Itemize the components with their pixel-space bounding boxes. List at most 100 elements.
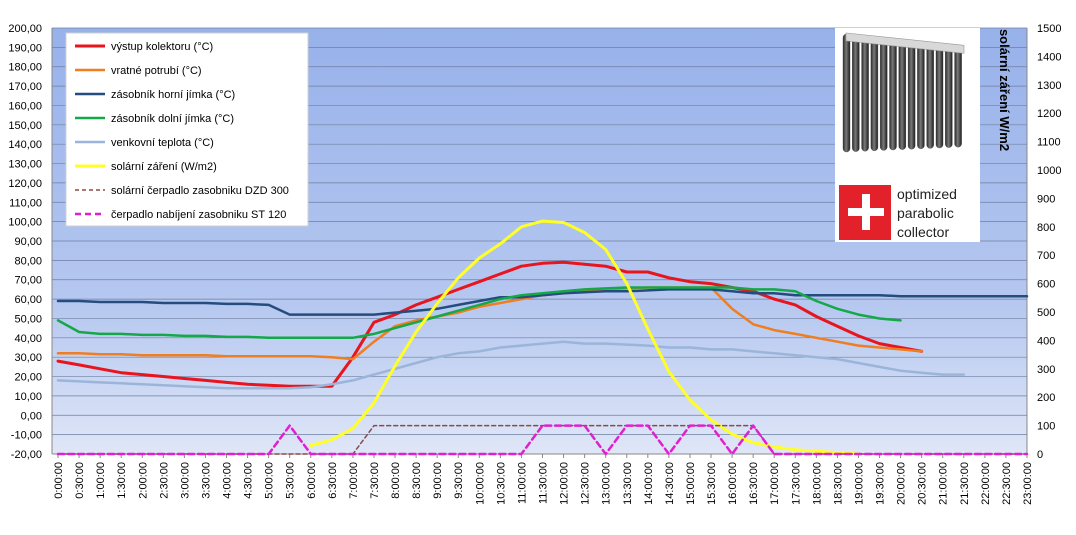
y-left-tick-label: 10,00 xyxy=(14,391,42,403)
x-tick-label: 4:00:00 xyxy=(222,462,234,499)
y-right-tick-label: 1400 xyxy=(1037,51,1061,63)
series-line-0 xyxy=(56,260,924,388)
legend-label: vratné potrubí (°C) xyxy=(111,65,202,77)
x-tick-label: 2:30:00 xyxy=(158,462,170,499)
x-tick-label: 21:30:00 xyxy=(959,462,971,505)
y-right-tick-label: 100 xyxy=(1037,421,1055,433)
x-tick-label: 19:00:00 xyxy=(853,462,865,505)
y-left-tick-label: 190,00 xyxy=(8,42,42,54)
x-tick-label: 20:00:00 xyxy=(896,462,908,505)
x-tick-label: 21:00:00 xyxy=(938,462,950,505)
x-tick-label: 14:00:00 xyxy=(643,462,655,505)
x-tick-label: 3:00:00 xyxy=(179,462,191,499)
optimized-parabolic-collector-badge: optimized parabolic collector xyxy=(839,185,957,240)
legend-label: solární čerpadlo zasobniku DZD 300 xyxy=(111,185,289,197)
y-right-tick-label: 300 xyxy=(1037,364,1055,376)
legend-label: solární záření (W/m2) xyxy=(111,161,217,173)
x-tick-label: 22:30:00 xyxy=(1001,462,1013,505)
y-left-tick-label: 70,00 xyxy=(14,275,42,287)
series-line-4 xyxy=(56,340,966,390)
y-left-tick-label: 150,00 xyxy=(8,120,42,132)
y-right-tick-label: 1200 xyxy=(1037,108,1061,120)
legend-label: venkovní teplota (°C) xyxy=(111,137,214,149)
x-tick-label: 1:00:00 xyxy=(95,462,107,499)
legend-label: zásobník dolní jímka (°C) xyxy=(111,113,234,125)
y-left-tick-label: 180,00 xyxy=(8,62,42,74)
y-left-tick-label: 200,00 xyxy=(8,23,42,35)
series-line-3 xyxy=(56,286,902,340)
x-tick-label: 10:00:00 xyxy=(474,462,486,505)
x-tick-label: 15:30:00 xyxy=(706,462,718,505)
x-tick-label: 7:00:00 xyxy=(348,462,360,499)
series-line-1 xyxy=(56,286,923,361)
y-left-tick-label: 130,00 xyxy=(8,159,42,171)
y-left-tick-label: 110,00 xyxy=(9,197,42,209)
x-tick-label: 19:30:00 xyxy=(875,462,887,505)
x-tick-label: 18:00:00 xyxy=(811,462,823,505)
x-tick-label: 5:30:00 xyxy=(285,462,297,499)
y-axis-right: 0 100 200 300 400 500 600 700 800 900 1000 1100 1200… xyxy=(1037,23,1061,461)
x-tick-label: 23:00:00 xyxy=(1022,462,1034,505)
y-right-tick-label: 1300 xyxy=(1037,80,1061,92)
x-tick-label: 6:30:00 xyxy=(327,462,339,499)
x-tick-label: 13:00:00 xyxy=(601,462,613,505)
badge-line3: collector xyxy=(897,224,949,240)
y-right-tick-label: 900 xyxy=(1037,193,1055,205)
y-axis-right-label: solární záření W/m2 xyxy=(997,29,1012,151)
x-tick-label: 8:30:00 xyxy=(411,462,423,499)
y-right-tick-label: 700 xyxy=(1037,250,1055,262)
x-tick-label: 20:30:00 xyxy=(917,462,929,505)
x-tick-label: 16:00:00 xyxy=(727,462,739,505)
y-left-tick-label: 100,00 xyxy=(8,217,42,229)
series-line-5 xyxy=(309,219,860,456)
y-right-tick-label: 400 xyxy=(1037,335,1055,347)
x-tick-label: 17:00:00 xyxy=(769,462,781,505)
legend-label: zásobník horní jímka (°C) xyxy=(111,89,235,101)
x-tick-label: 4:30:00 xyxy=(243,462,255,499)
x-tick-label: 13:30:00 xyxy=(622,462,634,505)
y-right-tick-label: 1500 xyxy=(1037,23,1061,35)
y-left-tick-label: 20,00 xyxy=(14,372,42,384)
series-line-2 xyxy=(56,288,1029,316)
x-tick-label: 12:30:00 xyxy=(580,462,592,505)
x-tick-label: 0:00:00 xyxy=(53,462,65,499)
x-tick-label: 0:30:00 xyxy=(74,462,86,499)
legend: výstup kolektoru (°C) vratné potrubí (°C)… xyxy=(65,32,309,227)
x-tick-label: 14:30:00 xyxy=(664,462,676,505)
y-left-tick-label: -20,00 xyxy=(11,449,42,461)
x-tick-label: 9:00:00 xyxy=(432,462,444,499)
y-right-tick-label: 800 xyxy=(1037,222,1055,234)
badge-line2: parabolic xyxy=(897,205,954,221)
x-tick-label: 7:30:00 xyxy=(369,462,381,499)
y-left-tick-label: 50,00 xyxy=(14,313,42,325)
x-tick-label: 8:00:00 xyxy=(390,462,402,499)
x-tick-label: 10:30:00 xyxy=(495,462,507,505)
y-left-tick-label: 90,00 xyxy=(14,236,42,248)
x-tick-label: 18:30:00 xyxy=(832,462,844,505)
x-tick-label: 15:00:00 xyxy=(685,462,697,505)
y-right-tick-label: 200 xyxy=(1037,392,1055,404)
y-left-tick-label: 80,00 xyxy=(14,255,42,267)
y-right-tick-label: 1100 xyxy=(1037,137,1061,149)
x-tick-label: 9:30:00 xyxy=(453,462,465,499)
x-tick-label: 17:30:00 xyxy=(790,462,802,505)
x-tick-label: 11:30:00 xyxy=(538,462,550,504)
series-line-7 xyxy=(56,424,1029,456)
y-axis-left: -20,00 -10,00 0,00 10,00 20,00 30,00 40,00 50,0… xyxy=(8,23,42,461)
legend-label: čerpadlo nabíjení zasobniku ST 120 xyxy=(111,209,286,221)
x-axis: 0:00:00 0:30:00 1:00:00 1:30:00 2:00:00 2:30:… xyxy=(53,454,1034,505)
x-tick-label: 5:00:00 xyxy=(264,462,276,499)
x-tick-label: 6:00:00 xyxy=(306,462,318,499)
y-right-tick-label: 600 xyxy=(1037,279,1055,291)
x-tick-label: 22:00:00 xyxy=(980,462,992,505)
y-left-tick-label: 30,00 xyxy=(14,352,42,364)
y-right-tick-label: 500 xyxy=(1037,307,1055,319)
badge-line1: optimized xyxy=(897,186,957,202)
y-left-tick-label: 40,00 xyxy=(14,333,42,345)
x-tick-label: 11:00:00 xyxy=(516,462,528,504)
x-tick-label: 2:00:00 xyxy=(137,462,149,499)
y-left-tick-label: 140,00 xyxy=(8,139,42,151)
y-left-tick-label: 160,00 xyxy=(8,100,42,112)
x-tick-label: 3:30:00 xyxy=(200,462,212,499)
